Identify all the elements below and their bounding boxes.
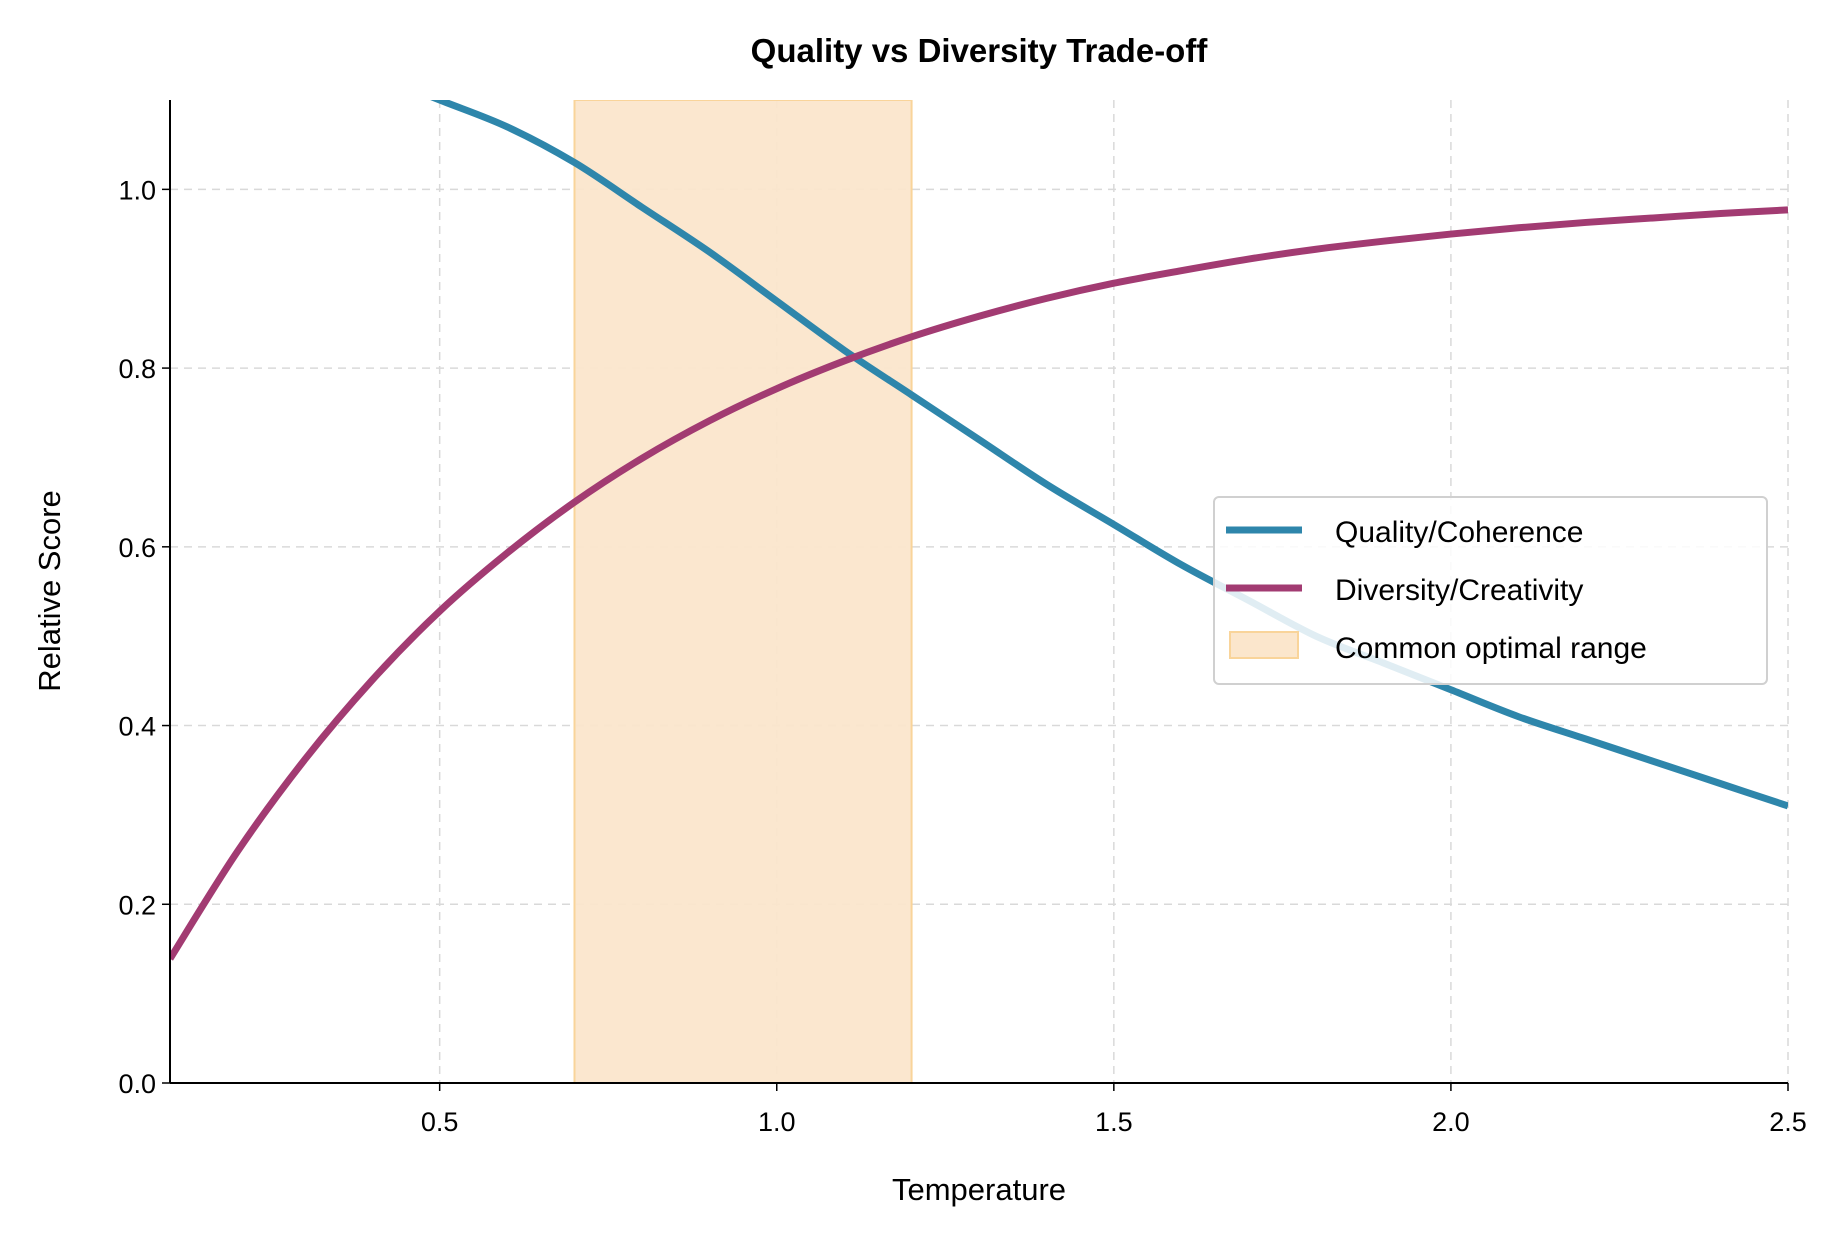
x-axis-label: Temperature xyxy=(892,1172,1066,1207)
y-tick-label: 0.4 xyxy=(118,712,156,742)
diversity-creativity-line xyxy=(170,206,1788,961)
quality-coherence-line xyxy=(430,100,1788,810)
y-tick-label: 0.8 xyxy=(118,354,156,384)
legend-swatch-range xyxy=(1229,631,1299,659)
legend-frame xyxy=(1213,496,1768,685)
chart-title: Quality vs Diversity Trade-off xyxy=(751,32,1209,69)
spans xyxy=(573,100,913,1083)
y-tick-label: 0.6 xyxy=(118,533,156,563)
optimal-range-span xyxy=(573,100,913,1083)
x-tick-label: 1.0 xyxy=(758,1107,796,1137)
y-axis-label: Relative Score xyxy=(32,490,67,692)
x-tick-label: 2.0 xyxy=(1432,1107,1470,1137)
legend: Quality/Coherence Diversity/Creativity C… xyxy=(1213,496,1768,685)
x-tick-label: 2.5 xyxy=(1769,1107,1807,1137)
y-tick-label: 0.0 xyxy=(118,1069,156,1099)
lines xyxy=(170,100,1788,961)
legend-label-quality: Quality/Coherence xyxy=(1335,516,1583,549)
x-tick-label: 0.5 xyxy=(421,1107,459,1137)
legend-label-range: Common optimal range xyxy=(1335,632,1647,665)
axes: 0.5 1.0 1.5 2.0 2.5 0.0 0.2 0.4 0.6 0.8 1.0 xyxy=(118,100,1807,1137)
y-tick-label: 1.0 xyxy=(118,175,156,205)
y-tick-label: 0.2 xyxy=(118,890,156,920)
x-tick-label: 1.5 xyxy=(1095,1107,1133,1137)
legend-label-diversity: Diversity/Creativity xyxy=(1335,574,1583,607)
